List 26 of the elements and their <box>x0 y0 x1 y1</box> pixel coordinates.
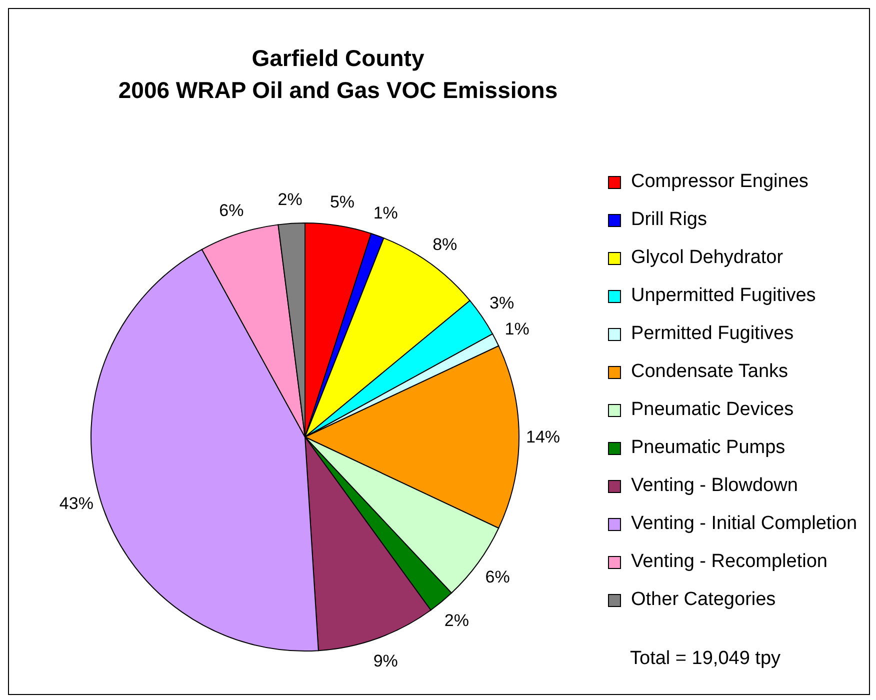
data-label: 6% <box>485 567 510 586</box>
legend-label: Venting - Initial Completion <box>631 513 858 535</box>
legend-label: Venting - Blowdown <box>631 475 798 497</box>
legend-label: Drill Rigs <box>631 209 707 231</box>
data-label: 1% <box>373 204 398 223</box>
data-label: 5% <box>330 192 355 212</box>
legend-label: Permitted Fugitives <box>631 323 794 345</box>
legend-label: Pneumatic Pumps <box>631 437 786 459</box>
legend-label: Condensate Tanks <box>631 361 788 383</box>
legend-label: Glycol Dehydrator <box>631 247 784 269</box>
data-label: 6% <box>219 201 244 220</box>
legend-label: Pneumatic Devices <box>631 399 794 421</box>
data-label: 2% <box>278 190 302 209</box>
legend-label: Venting - Recompletion <box>631 551 828 573</box>
legend-label: Compressor Engines <box>631 171 808 193</box>
legend-label: Unpermitted Fugitives <box>631 285 816 307</box>
data-label: 2% <box>444 610 469 630</box>
data-label: 14% <box>526 428 560 446</box>
data-label: 9% <box>373 651 398 670</box>
data-label: 3% <box>490 294 514 313</box>
data-label: 8% <box>432 234 458 254</box>
data-label: 1% <box>504 319 530 338</box>
data-label: 43% <box>59 494 94 513</box>
text: Total = 19,049 tpy <box>630 648 781 670</box>
legend-label: Other Categories <box>631 589 776 611</box>
chart-title: Garfield County 2006 WRAP Oil and Gas VOC Emissions <box>117 44 559 105</box>
